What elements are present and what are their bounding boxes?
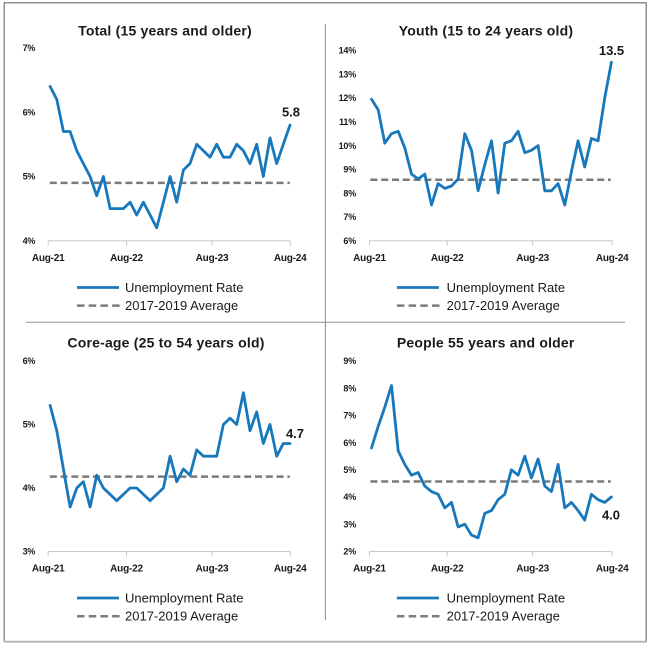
svg-text:Unemployment Rate: Unemployment Rate [447,590,565,605]
svg-text:Aug-23: Aug-23 [516,253,549,264]
svg-text:2017-2019 Average: 2017-2019 Average [125,609,238,624]
svg-text:4%: 4% [23,236,36,246]
svg-text:8%: 8% [343,383,356,393]
svg-text:6%: 6% [343,236,356,246]
svg-text:4.7: 4.7 [286,426,304,441]
svg-text:9%: 9% [343,356,356,366]
svg-text:11%: 11% [339,117,356,127]
svg-text:Core-age (25 to 54 years old): Core-age (25 to 54 years old) [67,335,264,351]
svg-text:Aug-22: Aug-22 [431,564,464,575]
svg-text:Aug-22: Aug-22 [431,253,464,264]
svg-text:2017-2019 Average: 2017-2019 Average [125,298,238,313]
svg-text:6%: 6% [23,356,36,366]
svg-text:7%: 7% [23,43,36,53]
svg-text:5%: 5% [23,172,36,182]
svg-text:Aug-21: Aug-21 [353,253,386,264]
svg-text:Aug-21: Aug-21 [353,564,386,575]
svg-text:7%: 7% [343,411,356,421]
svg-text:Unemployment Rate: Unemployment Rate [447,280,565,295]
svg-text:Unemployment Rate: Unemployment Rate [125,590,244,605]
svg-text:2017-2019 Average: 2017-2019 Average [447,298,560,313]
svg-text:14%: 14% [339,46,357,56]
svg-text:6%: 6% [343,438,356,448]
svg-text:Aug-21: Aug-21 [32,253,65,264]
svg-text:Aug-23: Aug-23 [196,253,229,264]
svg-text:6%: 6% [23,107,36,117]
svg-text:12%: 12% [339,93,357,103]
svg-text:2017-2019 Average: 2017-2019 Average [447,609,560,624]
svg-text:Aug-23: Aug-23 [516,564,549,575]
svg-text:Total (15 years and older): Total (15 years and older) [78,23,252,39]
svg-text:Aug-22: Aug-22 [110,564,143,575]
svg-text:3%: 3% [343,519,356,529]
svg-text:5.8: 5.8 [282,105,300,120]
svg-text:10%: 10% [339,141,357,151]
svg-text:13%: 13% [339,69,357,79]
svg-text:8%: 8% [343,188,356,198]
svg-text:2%: 2% [343,547,356,557]
svg-text:Aug-24: Aug-24 [274,564,307,575]
svg-text:Unemployment Rate: Unemployment Rate [125,280,244,295]
svg-text:4%: 4% [23,483,36,493]
svg-text:Aug-23: Aug-23 [196,564,229,575]
svg-text:7%: 7% [343,212,356,222]
svg-text:5%: 5% [23,420,36,430]
svg-text:9%: 9% [343,165,356,175]
svg-text:Youth (15 to 24 years old): Youth (15 to 24 years old) [399,23,574,39]
svg-text:13.5: 13.5 [599,43,624,58]
svg-text:Aug-21: Aug-21 [32,564,65,575]
svg-text:3%: 3% [23,547,36,557]
svg-text:Aug-22: Aug-22 [110,253,143,264]
svg-text:5%: 5% [343,465,356,475]
svg-text:Aug-24: Aug-24 [274,253,307,264]
svg-text:People 55 years and older: People 55 years and older [397,335,575,351]
svg-text:4%: 4% [343,492,356,502]
svg-text:4.0: 4.0 [602,507,620,522]
svg-text:Aug-24: Aug-24 [596,564,629,575]
svg-text:Aug-24: Aug-24 [596,253,629,264]
